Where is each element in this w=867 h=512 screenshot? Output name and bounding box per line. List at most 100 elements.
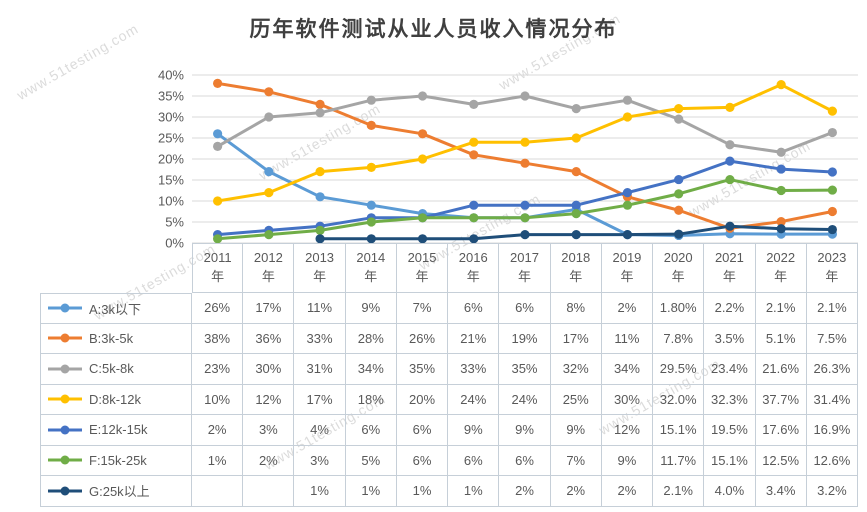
series-marker-A:3k以下 <box>213 129 223 139</box>
table-row: D:8k-12k 10% 12% 17% 18% 20% 24% 24% 25% 30% 32.0%… <box>40 384 858 415</box>
table-cell: 26% <box>192 293 244 324</box>
table-cell: 6% <box>396 445 449 476</box>
table-cell: 9% <box>601 445 654 476</box>
table-cell: 1% <box>396 476 449 507</box>
series-marker-C:5k-8k <box>366 95 376 105</box>
table-cell: 6% <box>499 293 551 324</box>
series-marker-E:12k-15k <box>469 200 479 210</box>
table-cell: 12% <box>243 384 295 415</box>
series-marker-F:15k-25k <box>264 230 274 240</box>
table-cell: 2% <box>601 476 654 507</box>
table-row: E:12k-15k 2% 3% 4% 6% 6% 9% 9% 9% 12% 15.1% 19.5% 17… <box>40 415 858 446</box>
legend-key: B:3k-5k <box>40 323 192 354</box>
y-axis-tick-label: 35% <box>158 89 184 104</box>
series-marker-D:8k-12k <box>315 167 325 177</box>
table-row: G:25k以上 1% 1% 1% 1% 2% 2% 2% 2.1% 4.0% 3.4% 3.2% <box>40 476 858 507</box>
table-cell: 2% <box>243 445 295 476</box>
series-marker-B:3k-5k <box>827 206 837 217</box>
table-cell: 7.5% <box>806 323 858 354</box>
table-cell: 23.4% <box>704 354 756 385</box>
table-cell: 38% <box>192 323 244 354</box>
series-marker-D:8k-12k <box>213 196 223 206</box>
series-marker-C:5k-8k <box>776 147 786 157</box>
table-corner-spacer <box>40 243 192 293</box>
table-cell: 4.0% <box>704 476 756 507</box>
table-cell: 3% <box>243 415 295 446</box>
table-cell: 35% <box>396 354 449 385</box>
series-marker-F:15k-25k <box>315 225 325 235</box>
table-cell: 35% <box>499 354 551 385</box>
table-cell: 10% <box>192 384 244 415</box>
legend-marker-icon <box>48 486 82 496</box>
series-marker-D:8k-12k <box>520 137 530 147</box>
table-cell: 7% <box>396 293 449 324</box>
table-cell: 15.1% <box>704 445 756 476</box>
legend-label: B:3k-5k <box>89 330 134 346</box>
series-marker-G:25k以上 <box>469 234 479 244</box>
series-marker-G:25k以上 <box>417 234 428 244</box>
series-marker-B:3k-5k <box>315 99 325 109</box>
table-cell: 11.7% <box>653 445 705 476</box>
table-cell: 17% <box>294 384 346 415</box>
table-cell: 5% <box>345 445 397 476</box>
legend-label: A:3k以下 <box>89 301 142 317</box>
legend-key: C:5k-8k <box>40 354 192 385</box>
table-cell: 6% <box>396 415 449 446</box>
series-marker-G:25k以上 <box>366 234 376 244</box>
table-cell: 2.2% <box>704 293 756 324</box>
table-cell: 17.6% <box>755 415 807 446</box>
table-row: A:3k以下 26% 17% 11% 9% 7% 6% 6% 8% 2% 1.80% 2.2% 2.1%… <box>40 293 858 324</box>
table-cell: 23% <box>192 354 244 385</box>
table-cell: 26.3% <box>806 354 858 385</box>
table-cell: 21.6% <box>755 354 807 385</box>
series-marker-D:8k-12k <box>827 106 837 116</box>
series-marker-E:12k-15k <box>622 188 633 198</box>
legend-label: F:15k-25k <box>89 452 147 468</box>
legend-key: A:3k以下 <box>40 293 192 324</box>
series-marker-A:3k以下 <box>315 192 325 202</box>
table-cell: 29.5% <box>653 354 705 385</box>
series-marker-B:3k-5k <box>469 150 479 160</box>
table-row: F:15k-25k 1% 2% 3% 5% 6% 6% 6% 7% 9% 11.7% 15.1% 12.… <box>40 445 858 476</box>
table-cell: 24% <box>499 384 551 415</box>
table-cell: 2% <box>192 415 244 446</box>
series-marker-F:15k-25k <box>213 234 223 244</box>
series-marker-B:3k-5k <box>366 120 376 130</box>
legend-key: G:25k以上 <box>40 476 192 507</box>
series-marker-B:3k-5k <box>571 167 581 177</box>
series-marker-D:8k-12k <box>469 137 479 147</box>
series-marker-F:15k-25k <box>776 185 786 196</box>
table-cell: 32.0% <box>653 384 705 415</box>
table-cell: 3% <box>294 445 346 476</box>
table-cell: 6% <box>448 445 500 476</box>
legend-label: G:25k以上 <box>89 484 150 500</box>
table-row: C:5k-8k 23% 30% 31% 34% 35% 33% 35% 32% 34% 29.5% 2… <box>40 354 858 385</box>
table-cell: 6% <box>499 445 551 476</box>
x-axis-category-label: 2014 年 <box>345 243 397 293</box>
series-marker-E:12k-15k <box>674 174 684 185</box>
series-marker-D:8k-12k <box>366 162 376 172</box>
series-marker-B:3k-5k <box>520 158 530 168</box>
table-cell: 4% <box>294 415 346 446</box>
x-axis-category-label: 2016 年 <box>448 243 500 293</box>
table-cell: 5.1% <box>755 323 807 354</box>
table-cell: 31.4% <box>806 384 858 415</box>
series-marker-F:15k-25k <box>417 213 428 223</box>
series-marker-C:5k-8k <box>264 112 274 122</box>
legend-label: E:12k-15k <box>89 422 148 438</box>
series-marker-C:5k-8k <box>520 91 530 101</box>
table-cell: 24% <box>448 384 500 415</box>
x-axis-category-label: 2011 年 <box>192 243 244 293</box>
table-cell: 9% <box>448 415 500 446</box>
table-cell: 25% <box>550 384 602 415</box>
table-cell: 2.1% <box>755 293 807 324</box>
legend-marker-icon <box>48 333 82 343</box>
table-cell: 28% <box>345 323 397 354</box>
table-cell: 9% <box>345 293 397 324</box>
table-cell: 19% <box>499 323 551 354</box>
x-axis-category-label: 2015 年 <box>396 243 449 293</box>
series-marker-F:15k-25k <box>725 174 735 185</box>
table-cell: 31% <box>294 354 346 385</box>
table-cell: 2% <box>601 293 654 324</box>
